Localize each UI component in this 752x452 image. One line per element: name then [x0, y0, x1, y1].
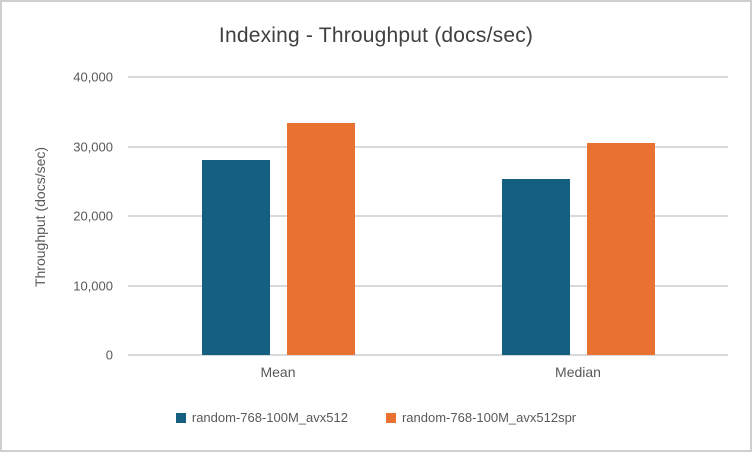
chart-title: Indexing - Throughput (docs/sec)	[218, 24, 534, 47]
bar-random-768-100M_avx512-mean	[201, 160, 270, 355]
bar-groups	[128, 77, 728, 355]
gridline-20000	[128, 215, 728, 217]
x-axis-labels: Mean Median	[128, 364, 728, 380]
bar-random-768-100M_avx512-median	[501, 179, 570, 355]
gridline-30000	[128, 145, 728, 148]
y-tick-label-0: 0	[105, 347, 113, 363]
bar-group-mean	[128, 77, 428, 355]
bar-random-768-100M_avx512spr-mean	[286, 122, 355, 355]
legend-item-avx512spr: random-768-100M_avx512spr	[385, 410, 577, 425]
legend-label-avx512: random-768-100M_avx512	[191, 410, 348, 425]
bar-group-median	[428, 77, 728, 355]
legend-label-avx512spr: random-768-100M_avx512spr	[401, 410, 577, 425]
plot-area	[128, 76, 728, 356]
category-label-mean: Mean	[260, 364, 296, 380]
y-tick-label-30000: 30,000	[73, 139, 113, 154]
legend-swatch-avx512	[175, 412, 186, 423]
x-axis-line	[128, 354, 728, 356]
category-label-median: Median	[555, 364, 601, 380]
y-tick-label-10000: 10,000	[73, 278, 113, 293]
bar-random-768-100M_avx512spr-median	[586, 143, 655, 355]
y-tick-label-20000: 20,000	[73, 208, 113, 224]
legend: random-768-100M_avx512 random-768-100M_a…	[2, 410, 750, 425]
gridline-40000	[128, 76, 728, 78]
gridline-10000	[128, 284, 728, 287]
y-tick-label-40000: 40,000	[73, 69, 113, 85]
legend-item-avx512: random-768-100M_avx512	[175, 410, 348, 425]
legend-swatch-avx512spr	[385, 412, 396, 423]
